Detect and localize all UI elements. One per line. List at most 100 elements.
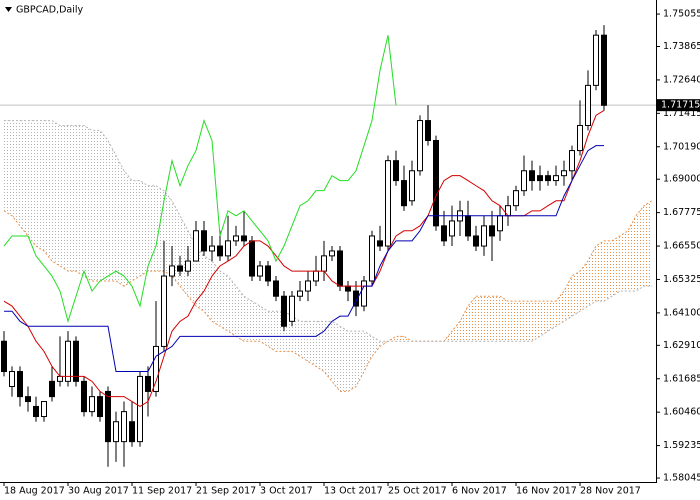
y-tick-label: 1.73865: [663, 41, 700, 52]
x-tick-label: 6 Nov 2017: [452, 486, 507, 497]
cloud-segment: [620, 230, 628, 292]
cloud-segment: [236, 286, 244, 342]
cloud-segment: [300, 321, 308, 362]
candle-body: [209, 245, 215, 252]
candle-body: [393, 160, 399, 182]
candle-body: [289, 295, 295, 322]
candle-body: [345, 285, 351, 292]
cloud-segment: [260, 306, 268, 347]
cloud-segment: [372, 336, 380, 357]
menu-triangle[interactable]: [5, 7, 12, 12]
candle-body: [217, 245, 223, 257]
candle-body: [553, 175, 559, 182]
candle-body: [49, 380, 55, 398]
cloud-segment: [20, 120, 28, 236]
candle-body: [497, 215, 503, 232]
cloud-segment: [444, 331, 452, 342]
cloud-segment: [252, 301, 260, 342]
cloud-segment: [580, 261, 588, 312]
cloud-segment: [364, 331, 372, 372]
cloud-segment: [556, 291, 564, 327]
cloud-segment: [644, 200, 652, 287]
candle-body: [129, 421, 135, 443]
chart-title: GBPCAD,Daily: [16, 5, 83, 16]
cloud-segment: [84, 125, 92, 281]
candle-body: [249, 240, 255, 277]
cloud-segment: [124, 170, 132, 287]
candle-body: [265, 265, 271, 282]
cloud-segment: [12, 120, 20, 226]
cloud-segment: [164, 190, 172, 277]
candle-body: [305, 280, 311, 292]
cloud-segment: [244, 296, 252, 342]
current-price-box: [657, 99, 700, 112]
candle-body: [297, 290, 303, 297]
y-tick-label: 1.66550: [663, 241, 700, 252]
cloud-segment: [148, 185, 156, 272]
candle-body: [417, 120, 423, 172]
cloud-segment: [452, 321, 460, 342]
x-tick-label: 28 Nov 2017: [580, 486, 641, 497]
candle-body: [321, 255, 327, 272]
candle-body: [225, 240, 231, 257]
candle-body: [569, 150, 575, 172]
candle-body: [465, 215, 471, 237]
candle-body: [145, 375, 151, 392]
candle-body: [385, 160, 391, 247]
candle-body: [337, 250, 343, 287]
x-tick-label: 11 Sep 2017: [132, 486, 192, 497]
cloud-segment: [116, 155, 124, 287]
candle-body: [481, 225, 487, 247]
cloud-segment: [356, 331, 364, 387]
candle-body: [113, 421, 119, 443]
candle-body: [433, 139, 439, 227]
x-tick-label: 25 Oct 2017: [388, 486, 447, 497]
candle-body: [529, 170, 535, 182]
indicator-line: [4, 145, 604, 373]
y-tick-label: 1.69000: [663, 174, 700, 185]
current-price-label: 1.71715: [661, 100, 700, 111]
cloud-segment: [108, 140, 116, 281]
candle-body: [425, 120, 431, 141]
cloud-segment: [4, 120, 12, 216]
cloud-segment: [172, 200, 180, 287]
candle-body: [81, 380, 87, 413]
cloud-segment: [396, 336, 404, 342]
candle-body: [57, 375, 63, 382]
cloud-segment: [500, 296, 508, 342]
cloud-segment: [612, 235, 620, 297]
cloud-segment: [524, 301, 532, 342]
cloud-segment: [268, 311, 276, 352]
cloud-segment: [196, 246, 204, 312]
cloud-segment: [596, 240, 604, 302]
candle-body: [601, 34, 607, 106]
x-tick-label: 16 Nov 2017: [516, 486, 577, 497]
cloud-segment: [180, 215, 188, 297]
y-tick-label: 1.64100: [663, 307, 700, 318]
candle-body: [177, 265, 183, 272]
x-tick-label: 30 Aug 2017: [68, 486, 129, 497]
candle-body: [41, 401, 47, 418]
y-tick-label: 1.67775: [663, 207, 700, 218]
candle-body: [273, 280, 279, 297]
indicator-line: [3, 110, 605, 408]
y-tick-label: 1.59235: [663, 440, 700, 451]
cloud-segment: [228, 276, 236, 337]
candle-body: [241, 235, 247, 242]
cloud-segment: [484, 296, 492, 342]
span-a-line: [3, 200, 653, 392]
y-tick-label: 1.61685: [663, 373, 700, 384]
cloud-segment: [564, 276, 572, 322]
candle-body: [361, 280, 367, 307]
y-tick-label: 1.58045: [663, 473, 700, 484]
cloud-segment: [204, 255, 212, 322]
cloud-segment: [628, 215, 636, 292]
candle-body: [409, 170, 415, 202]
cloud-segment: [460, 306, 468, 342]
candle-body: [65, 340, 71, 382]
candle-body: [369, 235, 375, 282]
candle-body: [281, 295, 287, 327]
candle-body: [561, 170, 567, 177]
candle-body: [169, 265, 175, 277]
cloud-segment: [132, 180, 140, 281]
